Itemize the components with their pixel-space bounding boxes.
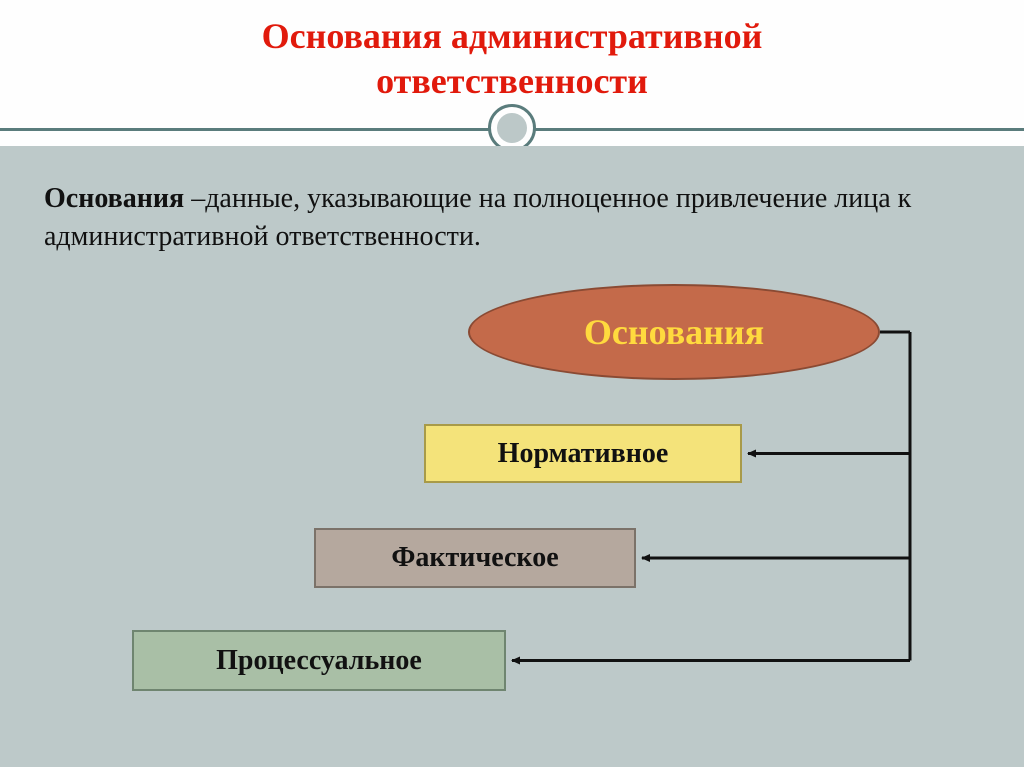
slide: Основания административной ответственнос… xyxy=(0,0,1024,767)
node-n2: Фактическое xyxy=(314,528,636,588)
node-n3-label: Процессуальное xyxy=(216,645,422,677)
node-root: Основания xyxy=(468,284,880,380)
node-n1-label: Нормативное xyxy=(498,438,669,470)
node-n3: Процессуальное xyxy=(132,630,506,691)
node-n1: Нормативное xyxy=(424,424,742,483)
diagram: Основания Нормативное Фактическое Процессуа… xyxy=(0,0,1024,767)
node-n2-label: Фактическое xyxy=(391,542,558,574)
node-root-label: Основания xyxy=(584,311,764,353)
